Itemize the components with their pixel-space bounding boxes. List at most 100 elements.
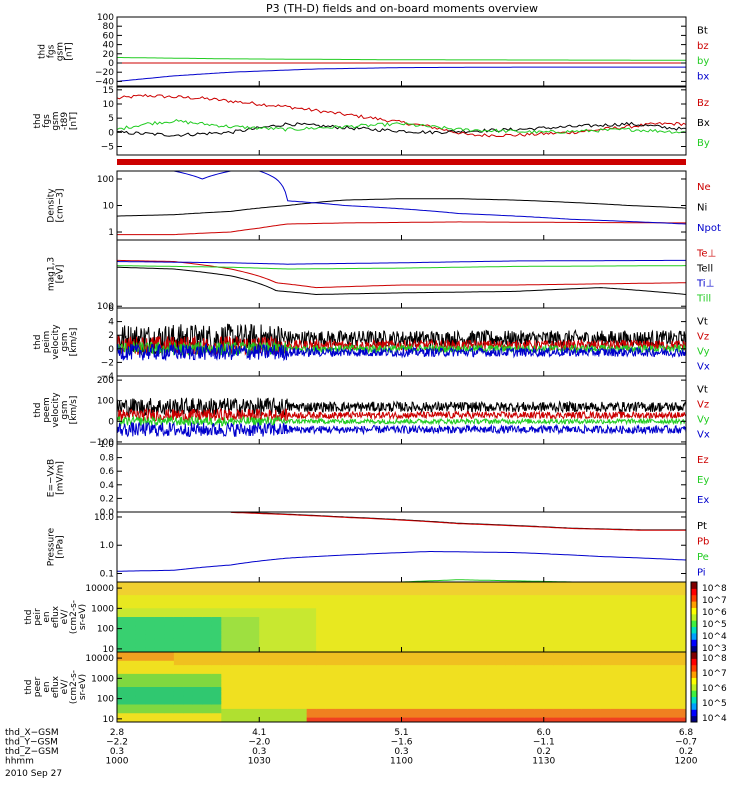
y-tick-label: 80 bbox=[103, 22, 115, 32]
spectrogram-cell bbox=[344, 682, 355, 688]
spectrogram-cell bbox=[145, 603, 156, 609]
spectrogram-cell bbox=[344, 717, 355, 723]
y-tick-label: 0 bbox=[108, 417, 114, 427]
spectrogram-cell bbox=[259, 704, 270, 710]
spectrogram-cell bbox=[183, 647, 194, 653]
spectrogram-cell bbox=[316, 638, 327, 644]
spectrogram-cell bbox=[467, 695, 478, 701]
spectrogram-cell bbox=[259, 595, 270, 600]
spectrogram-cell bbox=[505, 652, 516, 657]
spectrogram-cell bbox=[297, 669, 308, 675]
spectrogram-cell bbox=[325, 621, 336, 627]
spectrogram-cell bbox=[572, 673, 583, 679]
spectrogram-cell bbox=[183, 660, 194, 666]
spectrogram-cell bbox=[278, 643, 289, 649]
spectrogram-cell bbox=[392, 634, 402, 640]
spectrogram-cell bbox=[572, 687, 583, 692]
legend-label: Ey bbox=[697, 475, 709, 486]
spectrogram-cell bbox=[553, 599, 564, 605]
spectrogram-cell bbox=[629, 669, 640, 675]
y-axis-label: [nT] bbox=[69, 112, 79, 130]
spectrogram-cell bbox=[211, 700, 222, 705]
series-line-red bbox=[117, 259, 686, 289]
spectrogram-cell bbox=[515, 713, 526, 719]
spectrogram-cell bbox=[240, 682, 251, 688]
spectrogram-cell bbox=[126, 617, 137, 622]
spectrogram-cell bbox=[354, 599, 365, 605]
spectrogram-cell bbox=[629, 691, 640, 697]
spectrogram-cell bbox=[591, 630, 602, 635]
spectrogram-cell bbox=[420, 599, 431, 605]
colorbar-segment bbox=[691, 601, 697, 608]
spectrogram-cell bbox=[373, 717, 384, 723]
spectrogram-cell bbox=[562, 617, 573, 622]
spectrogram-cell bbox=[145, 713, 156, 719]
spectrogram-cell bbox=[429, 669, 440, 675]
spectrogram-cell bbox=[373, 704, 384, 710]
spectrogram-cell bbox=[534, 669, 545, 675]
spectrogram-cell bbox=[297, 652, 308, 657]
spectrogram-cell bbox=[448, 599, 459, 605]
spectrogram-cell bbox=[581, 612, 592, 618]
y-tick-label: −100 bbox=[89, 438, 114, 448]
spectrogram-cell bbox=[316, 691, 327, 697]
spectrogram-cell bbox=[183, 682, 194, 688]
spectrogram-cell bbox=[354, 717, 365, 723]
spectrogram-cell bbox=[429, 643, 440, 649]
spectrogram-cell bbox=[629, 638, 640, 644]
spectrogram-cell bbox=[354, 630, 365, 635]
colorbar-tick-label: 10^6 bbox=[702, 684, 727, 694]
spectrogram-cell bbox=[117, 708, 127, 714]
colorbar-tick-label: 10^4 bbox=[702, 714, 727, 724]
spectrogram-cell bbox=[145, 665, 156, 670]
spectrogram-cell bbox=[448, 687, 459, 692]
ephemeris-value: 6.8 bbox=[679, 728, 694, 738]
spectrogram-cell bbox=[543, 678, 554, 684]
spectrogram-cell bbox=[316, 621, 327, 627]
spectrogram-cell bbox=[373, 700, 384, 705]
spectrogram-cell bbox=[173, 582, 184, 587]
spectrogram-cell bbox=[135, 665, 146, 670]
spectrogram-cell bbox=[515, 678, 526, 684]
spectrogram-cell bbox=[297, 700, 308, 705]
spectrogram-cell bbox=[344, 603, 355, 609]
spectrogram-cell bbox=[135, 687, 146, 692]
spectrogram-cell bbox=[297, 647, 308, 653]
spectrogram-cell bbox=[458, 695, 469, 701]
spectrogram-cell bbox=[638, 612, 649, 618]
y-axis-label: [nT] bbox=[65, 42, 75, 60]
spectrogram-cell bbox=[629, 603, 640, 609]
spectrogram-cell bbox=[126, 621, 137, 627]
spectrogram-cell bbox=[534, 590, 545, 596]
spectrogram-cell bbox=[382, 638, 393, 644]
spectrogram-cell bbox=[154, 625, 165, 631]
spectrogram-cell bbox=[581, 695, 592, 701]
series-line-blue bbox=[116, 551, 687, 572]
spectrogram-cell bbox=[268, 704, 279, 710]
spectrogram-cell bbox=[126, 660, 137, 666]
spectrogram-cell bbox=[496, 647, 507, 653]
spectrogram-cell bbox=[581, 700, 592, 705]
spectrogram-cell bbox=[297, 586, 308, 592]
y-axis-label: (cm2-s- bbox=[69, 670, 79, 704]
spectrogram-cell bbox=[382, 647, 393, 653]
spectrogram-cell bbox=[458, 599, 469, 605]
spectrogram-cell bbox=[467, 621, 478, 627]
series-line-green bbox=[117, 57, 686, 61]
spectrogram-cell bbox=[401, 678, 412, 684]
y-axis-label: sr-eV) bbox=[78, 604, 88, 630]
spectrogram-cell bbox=[354, 652, 365, 657]
spectrogram-cell bbox=[420, 621, 431, 627]
y-tick-label: 0.6 bbox=[100, 467, 115, 477]
spectrogram-cell bbox=[591, 665, 602, 670]
spectrogram-cell bbox=[173, 630, 184, 635]
spectrogram-cell bbox=[638, 603, 649, 609]
spectrogram-cell bbox=[562, 660, 573, 666]
spectrogram-cell bbox=[392, 678, 402, 684]
spectrogram-cell bbox=[676, 682, 687, 688]
spectrogram-cell bbox=[543, 695, 554, 701]
spectrogram-cell bbox=[183, 595, 194, 600]
spectrogram-cell bbox=[135, 669, 146, 675]
spectrogram-cell bbox=[524, 621, 535, 627]
spectrogram-cell bbox=[676, 678, 687, 684]
